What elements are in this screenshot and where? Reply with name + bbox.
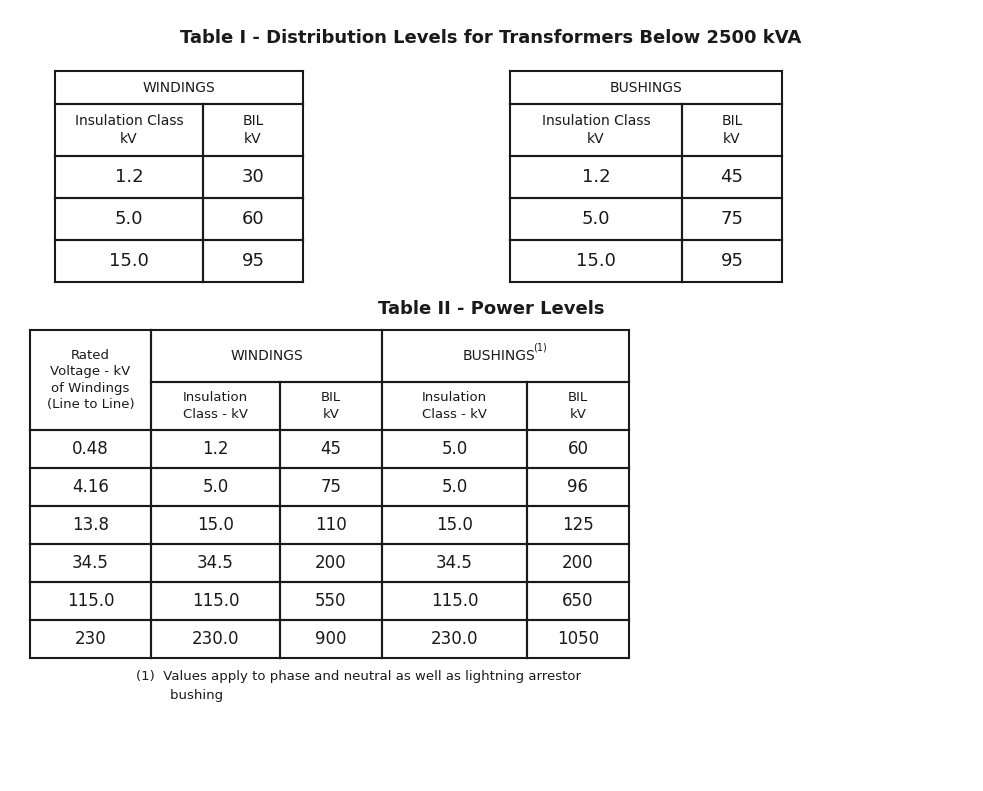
Text: (1)  Values apply to phase and neutral as well as lightning arrestor
        bus: (1) Values apply to phase and neutral as… bbox=[136, 670, 581, 702]
Text: 200: 200 bbox=[562, 554, 594, 572]
Text: BIL
kV: BIL kV bbox=[722, 114, 743, 146]
Text: 0.48: 0.48 bbox=[72, 440, 109, 458]
Text: 45: 45 bbox=[721, 168, 743, 186]
Text: (1): (1) bbox=[533, 342, 547, 352]
Text: 15.0: 15.0 bbox=[197, 516, 234, 534]
Text: 115.0: 115.0 bbox=[192, 592, 239, 610]
Text: Insulation Class
kV: Insulation Class kV bbox=[542, 114, 651, 146]
Text: 900: 900 bbox=[316, 630, 347, 648]
Text: BIL
kV: BIL kV bbox=[243, 114, 263, 146]
Text: 650: 650 bbox=[562, 592, 594, 610]
Text: 230.0: 230.0 bbox=[431, 630, 479, 648]
Text: 200: 200 bbox=[316, 554, 347, 572]
Text: 96: 96 bbox=[567, 478, 589, 496]
Text: Insulation
Class - kV: Insulation Class - kV bbox=[183, 392, 248, 421]
Text: BUSHINGS: BUSHINGS bbox=[609, 81, 682, 94]
Text: 1.2: 1.2 bbox=[202, 440, 229, 458]
Text: 550: 550 bbox=[316, 592, 347, 610]
Text: 34.5: 34.5 bbox=[436, 554, 473, 572]
Text: 1050: 1050 bbox=[557, 630, 599, 648]
Text: 13.8: 13.8 bbox=[72, 516, 109, 534]
Text: 60: 60 bbox=[567, 440, 589, 458]
Text: Table II - Power Levels: Table II - Power Levels bbox=[377, 300, 605, 318]
Text: 15.0: 15.0 bbox=[576, 252, 616, 270]
Text: 5.0: 5.0 bbox=[115, 210, 144, 228]
Text: 230.0: 230.0 bbox=[192, 630, 239, 648]
Text: 1.2: 1.2 bbox=[115, 168, 144, 186]
Text: BUSHINGS: BUSHINGS bbox=[463, 349, 536, 363]
Text: 15.0: 15.0 bbox=[109, 252, 149, 270]
Text: BIL
kV: BIL kV bbox=[320, 392, 341, 421]
Text: Table I - Distribution Levels for Transformers Below 2500 kVA: Table I - Distribution Levels for Transf… bbox=[180, 29, 801, 47]
Text: 30: 30 bbox=[242, 168, 264, 186]
Text: 110: 110 bbox=[316, 516, 347, 534]
Text: 5.0: 5.0 bbox=[202, 478, 229, 496]
Text: Insulation Class
kV: Insulation Class kV bbox=[75, 114, 183, 146]
Text: 125: 125 bbox=[562, 516, 594, 534]
Text: 75: 75 bbox=[320, 478, 341, 496]
Text: 34.5: 34.5 bbox=[72, 554, 109, 572]
Text: 1.2: 1.2 bbox=[582, 168, 610, 186]
Text: Rated
Voltage - kV
of Windings
(Line to Line): Rated Voltage - kV of Windings (Line to … bbox=[46, 349, 135, 411]
Text: 115.0: 115.0 bbox=[67, 592, 114, 610]
Text: 34.5: 34.5 bbox=[197, 554, 234, 572]
Text: 95: 95 bbox=[721, 252, 743, 270]
Text: 5.0: 5.0 bbox=[582, 210, 610, 228]
Text: 230: 230 bbox=[75, 630, 106, 648]
Text: Insulation
Class - kV: Insulation Class - kV bbox=[422, 392, 487, 421]
Text: BIL
kV: BIL kV bbox=[568, 392, 588, 421]
Text: 45: 45 bbox=[320, 440, 341, 458]
Text: 5.0: 5.0 bbox=[441, 478, 468, 496]
Text: 95: 95 bbox=[242, 252, 264, 270]
Text: WINDINGS: WINDINGS bbox=[143, 81, 215, 94]
Text: 75: 75 bbox=[721, 210, 743, 228]
Text: 115.0: 115.0 bbox=[431, 592, 479, 610]
Text: 5.0: 5.0 bbox=[441, 440, 468, 458]
Text: 4.16: 4.16 bbox=[72, 478, 109, 496]
Text: 60: 60 bbox=[242, 210, 264, 228]
Text: 15.0: 15.0 bbox=[436, 516, 473, 534]
Text: WINDINGS: WINDINGS bbox=[230, 349, 303, 363]
